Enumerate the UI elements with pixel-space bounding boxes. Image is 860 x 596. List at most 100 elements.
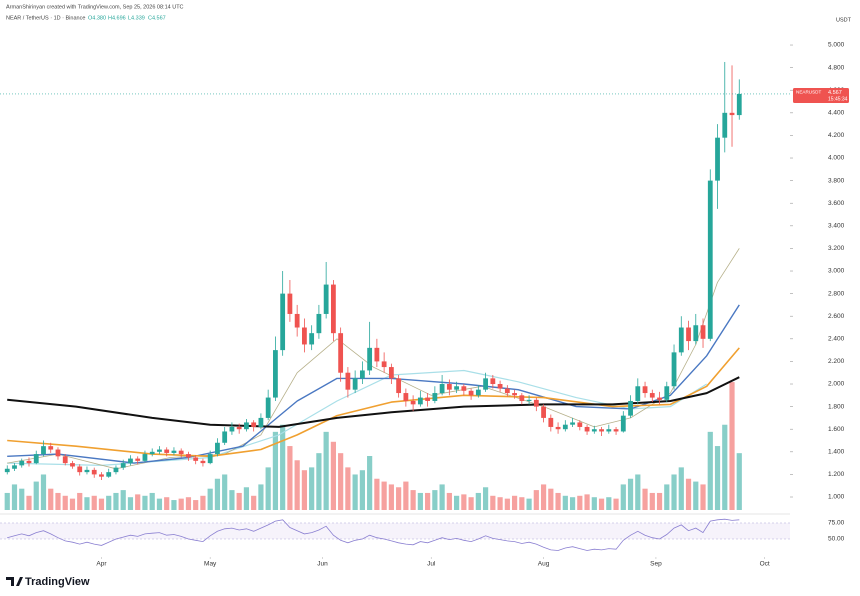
y-tick-label: 3.800 [828,177,845,184]
volume-bar [555,492,561,510]
volume-bar [439,484,445,510]
volume-bar [84,497,90,510]
candle-body [323,284,329,314]
price-label-symbol: NEARUSDT [796,90,821,95]
candle-body [432,393,438,401]
candle-body [599,429,604,432]
candle-body [258,417,264,427]
volume-bar [251,495,257,510]
volume-bar [367,456,373,510]
volume-bar [40,474,47,510]
volume-bar [461,494,467,510]
volume-bar [490,495,496,510]
ohlc-high: H4.696 [108,15,126,21]
volume-bar [178,498,184,510]
volume-bar [642,488,648,510]
ohlc-low: L4.339 [128,15,145,21]
volume-bar [627,478,634,510]
x-tick-label: Oct [760,561,770,568]
volume-bar [432,490,438,510]
candle-body [454,386,460,390]
volume-bar [562,495,568,510]
candle-body [178,450,184,455]
candle-body [41,446,46,455]
candle-body [62,456,68,464]
volume-bar [113,492,119,510]
volume-bar [4,492,10,510]
volume-bar [106,495,112,510]
volume-bar [149,492,155,510]
volume-bar [309,467,315,510]
candle-body [613,429,619,432]
candle-body [483,378,488,390]
volume-bar [678,467,684,510]
volume-bar [620,484,626,510]
y-tick-label: 2.800 [828,290,845,297]
volume-bar [69,498,76,510]
candle-body [236,426,242,430]
volume-bar [410,490,416,510]
candle-body [403,393,409,401]
moving-average [7,347,740,458]
ohlc-close: C4.567 [148,15,166,21]
candle-body [330,284,336,334]
moving-average [7,369,708,466]
candle-body [417,397,423,405]
volume-bar [200,495,206,510]
candle-body [620,415,626,432]
volume-bar [98,498,105,510]
candle-body [635,386,641,401]
candle-body [439,384,445,394]
candle-body [446,384,452,390]
candle-body [113,467,119,473]
volume-bar [352,474,358,510]
candle-body [512,393,517,396]
candle-body [410,400,416,405]
volume-bar [649,492,655,510]
candle-body [135,458,141,461]
candle-body [287,293,293,314]
volume-bar [497,497,503,510]
volume-bar [91,495,97,510]
volume-bar [664,484,670,510]
volume-bar [338,453,344,510]
x-tick-label: Jun [317,561,328,568]
candle-body [149,451,155,455]
candle-body [425,397,431,401]
volume-bar [606,497,612,510]
volume-bar [11,484,18,510]
candle-body [84,469,90,473]
candle-body [215,442,220,455]
candle-body [91,469,97,475]
y-tick-label: 3.000 [828,268,845,275]
volume-bar [381,481,387,510]
volume-bar [127,497,134,510]
y-tick-label: 1.000 [828,494,845,501]
volume-bar [504,498,510,510]
candle-body [19,460,25,466]
volume-bar [700,484,706,510]
volume-bar [193,500,199,510]
candle-body [345,372,351,390]
candle-body [222,431,228,443]
volume-bar [55,492,61,510]
candle-body [591,429,597,432]
candle-body [461,386,467,391]
volume-bar [236,492,242,510]
candle-body [48,446,54,450]
volume-bar [693,481,699,510]
volume-bar [294,460,300,510]
candle-body [55,449,61,457]
candle-body [490,378,496,385]
candle-body [280,293,286,351]
volume-bar [468,497,474,510]
candle-body [526,399,532,401]
candle-body [207,454,213,464]
volume-bar [374,478,380,510]
volume-bar [526,498,532,510]
volume-bars [4,382,742,510]
candle-body [309,333,315,345]
candle-body [570,422,575,425]
volume-bar [591,497,597,510]
volume-bar [164,497,170,510]
